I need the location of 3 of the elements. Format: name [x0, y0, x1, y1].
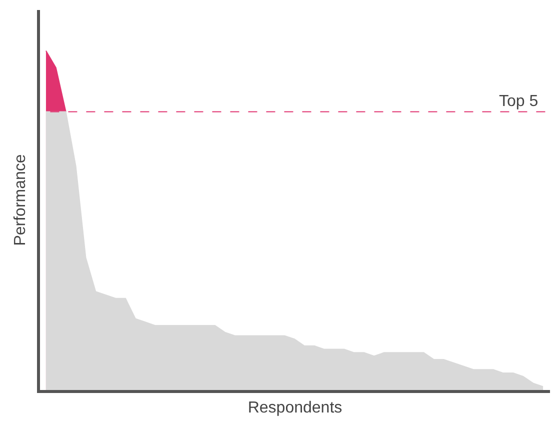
y-axis-title: Performance: [12, 154, 29, 246]
x-axis-title: Respondents: [248, 400, 342, 417]
ref-line-label: Top 5: [499, 93, 538, 110]
